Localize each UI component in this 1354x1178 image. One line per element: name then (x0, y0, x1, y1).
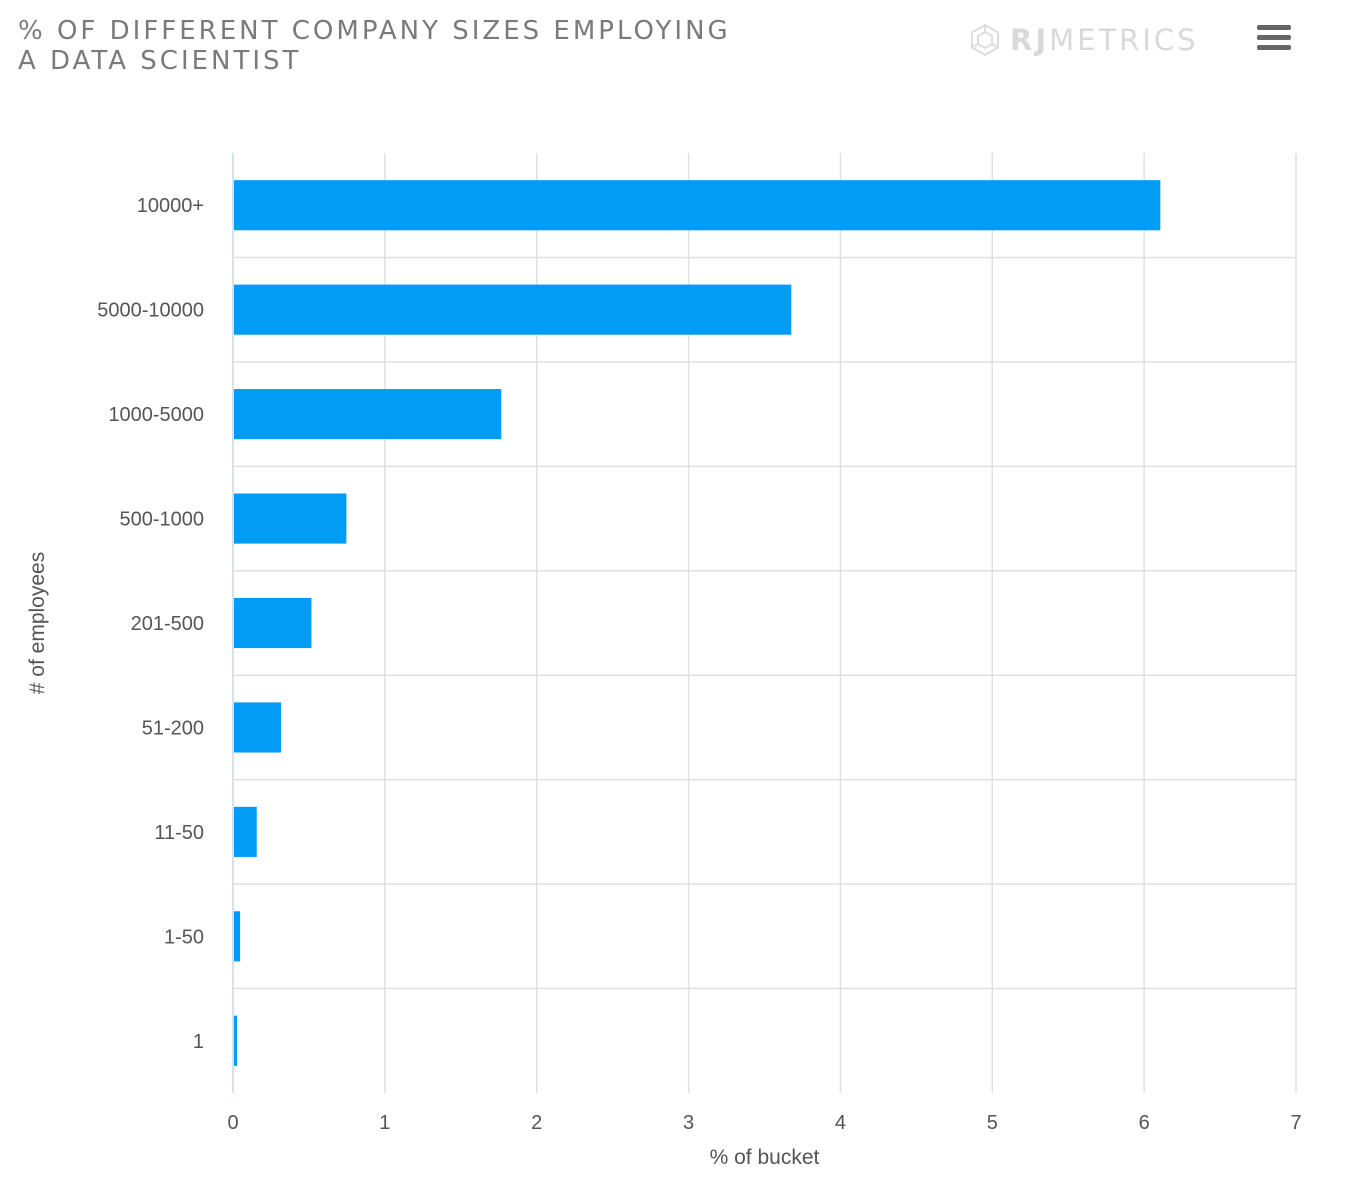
bar (234, 806, 257, 857)
x-tick-label: 4 (835, 1112, 846, 1134)
bar (234, 493, 347, 544)
y-tick-label: 1000-5000 (108, 404, 204, 426)
bar (234, 180, 1161, 231)
y-tick-label: 5000-10000 (97, 300, 204, 322)
bar (234, 911, 241, 962)
x-tick-label: 3 (683, 1112, 694, 1134)
bar (234, 702, 282, 753)
y-tick-label: 1 (193, 1031, 204, 1053)
x-tick-label: 1 (379, 1112, 390, 1134)
bar (234, 389, 502, 440)
chart-title-line-1: % OF DIFFERENT COMPANY SIZES EMPLOYING (18, 16, 731, 46)
x-tick-label: 6 (1139, 1112, 1150, 1134)
hamburger-menu-icon-bar (1257, 35, 1291, 40)
bar (234, 597, 312, 649)
chart-title: % OF DIFFERENT COMPANY SIZES EMPLOYING A… (18, 16, 918, 76)
y-tick-label: 51-200 (142, 717, 204, 739)
logo-text-light: METRICS (1049, 23, 1199, 57)
rjmetrics-logo-icon (971, 23, 999, 57)
chart-title-line-2: A DATA SCIENTIST (18, 46, 302, 76)
logo-text-bold: RJ (1010, 23, 1050, 57)
x-tick-label: 5 (987, 1112, 998, 1134)
x-tick-label: 7 (1290, 1112, 1301, 1134)
y-axis-title: # of employees (26, 552, 49, 694)
hamburger-menu-icon-bar (1257, 45, 1291, 50)
y-tick-label: 10000+ (137, 195, 204, 217)
y-tick-label: 500-1000 (119, 509, 204, 531)
y-tick-label: 201-500 (131, 613, 204, 635)
x-tick-label: 2 (531, 1112, 542, 1134)
y-tick-label: 1-50 (164, 926, 204, 948)
x-tick-label: 0 (227, 1112, 238, 1134)
y-tick-label: 11-50 (154, 822, 204, 844)
hamburger-menu-icon-bar (1257, 25, 1291, 30)
bar (234, 1015, 238, 1066)
bar (234, 284, 792, 335)
x-axis-title: % of bucket (710, 1146, 820, 1169)
rjmetrics-logo: RJ METRICS (968, 22, 1199, 58)
chart-menu-button[interactable] (1254, 24, 1294, 54)
